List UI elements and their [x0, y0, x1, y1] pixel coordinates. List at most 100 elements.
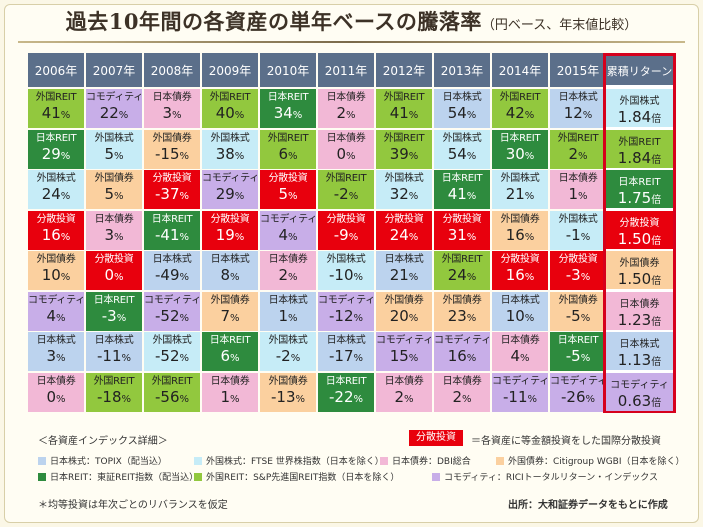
cumulative-value: 1.84倍	[617, 108, 662, 126]
return-value: -3%	[101, 306, 127, 325]
asset-label: 外国株式	[442, 132, 482, 144]
return-value: 21%	[389, 266, 419, 284]
return-cell: 外国REIT -2%	[318, 170, 374, 209]
return-cell: 外国REIT 6%	[260, 129, 316, 169]
return-cell: 日本REIT -22%	[318, 372, 374, 412]
return-value: 2%	[394, 387, 414, 406]
return-cell: 分散投資 16%	[492, 251, 548, 290]
return-value: 12%	[563, 104, 593, 122]
return-cell: 外国REIT -18%	[86, 372, 142, 412]
asset-label: 日本株式	[558, 92, 598, 103]
year-header: 2008年	[144, 53, 200, 87]
return-value: -9%	[333, 225, 359, 244]
asset-label: 外国株式	[94, 132, 134, 144]
return-cell: 分散投資 31%	[434, 210, 490, 250]
year-header: 2015年	[550, 53, 606, 87]
asset-label: 分散投資	[268, 173, 308, 184]
asset-label: 外国REIT	[557, 132, 599, 144]
return-cell: 外国株式 5%	[86, 129, 142, 169]
return-cell: コモディティ 4%	[260, 210, 317, 250]
return-cell: 日本債券 1%	[202, 372, 258, 412]
return-value: 30%	[505, 144, 535, 163]
asset-label: コモディティ	[434, 335, 491, 346]
return-cell: コモディティ -26%	[550, 372, 607, 412]
cumulative-cell: 外国債券 1.50倍	[606, 251, 673, 289]
legend-item: 外国債券：Citigroup WGBI（日本を除く）	[496, 454, 685, 467]
return-value: -2%	[333, 185, 359, 203]
asset-label: 外国株式	[210, 132, 250, 144]
return-value: 31%	[447, 225, 477, 244]
return-value: 54%	[447, 144, 477, 163]
title-sub: （円ベース、年末値比較）	[481, 18, 638, 33]
return-cell: 外国債券 5%	[86, 170, 142, 209]
return-value: 6%	[220, 347, 240, 365]
asset-label: 日本債券	[500, 335, 540, 346]
asset-label: 外国REIT	[209, 92, 251, 103]
asset-label: 分散投資	[36, 213, 76, 225]
return-cell: 日本債券 2%	[376, 372, 432, 412]
asset-label: 日本REIT	[267, 92, 309, 103]
legend-item: 日本株式：TOPIX（配当込）	[38, 454, 167, 467]
asset-label: 外国債券	[500, 213, 540, 225]
asset-label: 日本株式	[152, 254, 192, 265]
return-cell: 外国株式 -52%	[144, 332, 200, 371]
return-value: 5%	[278, 185, 298, 203]
asset-label: 日本債券	[268, 254, 308, 265]
cumulative-cell: 日本株式 1.13倍	[606, 332, 673, 370]
return-cell: 日本株式 12%	[550, 89, 606, 128]
return-cell: 外国株式 -10%	[318, 251, 374, 290]
return-cell: 外国債券 23%	[434, 291, 490, 331]
cumulative-value: 1.50倍	[617, 229, 662, 248]
cumulative-cell: 日本REIT 1.75倍	[606, 170, 673, 208]
cumulative-header: 累積リターン	[606, 56, 673, 85]
year-header: 2012年	[376, 53, 432, 87]
return-value: 3%	[104, 225, 124, 244]
legend-swatch	[194, 456, 202, 465]
return-cell: 日本債券 3%	[86, 210, 142, 250]
return-value: 1%	[278, 306, 298, 325]
return-cell: 日本株式 3%	[28, 332, 84, 371]
return-value: -22%	[328, 387, 363, 406]
return-cell: 日本REIT 34%	[260, 89, 316, 128]
legend-heading: ＜各資産インデックス詳細＞	[38, 436, 168, 447]
return-cell: コモディティ 15%	[376, 332, 433, 371]
return-value: 29%	[41, 144, 71, 163]
asset-label: コモディティ	[260, 213, 317, 225]
asset-label: 外国債券	[36, 254, 76, 265]
return-value: -2%	[275, 347, 301, 365]
asset-label: 外国REIT	[618, 136, 661, 148]
cumulative-value: 1.50倍	[617, 270, 662, 288]
return-cell: 日本株式 -49%	[144, 251, 200, 290]
cumulative-cell: 外国REIT 1.84倍	[606, 129, 673, 168]
asset-label: 分散投資	[210, 213, 250, 225]
return-cell: 外国債券 20%	[376, 291, 432, 331]
return-cell: 外国債券 -5%	[550, 291, 606, 331]
return-value: 15%	[389, 347, 419, 365]
return-cell: コモディティ 16%	[434, 332, 491, 371]
return-cell: 外国株式 32%	[376, 170, 432, 209]
legend-swatch	[380, 456, 388, 465]
asset-label: 外国株式	[326, 254, 366, 265]
return-cell: 分散投資 24%	[376, 210, 432, 250]
asset-label: 外国株式	[619, 96, 660, 107]
asset-label: 外国債券	[558, 294, 598, 306]
return-value: -5%	[565, 347, 591, 365]
asset-label: 日本債券	[94, 213, 134, 225]
asset-label: 日本債券	[384, 375, 424, 387]
asset-label: 外国株式	[36, 173, 76, 184]
legend-text: コモディティ：RICIトータルリターン・インデックス	[444, 473, 658, 483]
return-cell: 日本REIT -41%	[144, 210, 200, 250]
return-value: 42%	[505, 104, 535, 122]
year-header: 2006年	[28, 53, 84, 87]
return-cell: 外国債券 -13%	[260, 372, 316, 412]
return-value: 2%	[336, 104, 356, 122]
legend-text: 日本株式：TOPIX（配当込）	[50, 457, 167, 467]
legend-swatch	[496, 456, 504, 465]
asset-label: 外国株式	[384, 173, 424, 184]
return-cell: 日本REIT -3%	[86, 291, 142, 331]
return-cell: 日本REIT 29%	[28, 129, 84, 169]
return-value: 1%	[220, 387, 240, 406]
return-value: -12%	[328, 306, 363, 325]
cumulative-cell: コモディティ 0.63倍	[606, 372, 673, 411]
asset-label: 日本債券	[442, 375, 482, 387]
